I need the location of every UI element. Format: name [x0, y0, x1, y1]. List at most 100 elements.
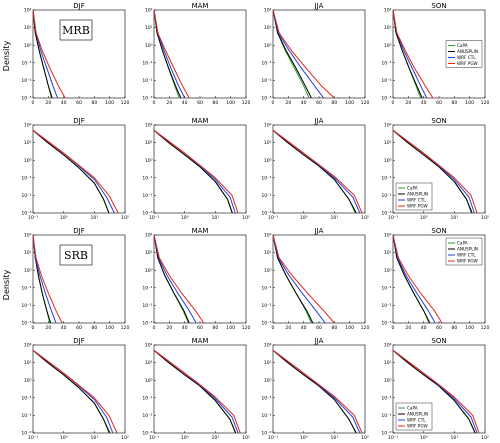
x-tick-label: 40 — [182, 325, 188, 331]
y-tick-label: 10² — [145, 8, 153, 14]
y-tick-label: 10² — [384, 123, 392, 129]
y-tick-label: 10⁻² — [381, 303, 391, 309]
series-line-anusplin — [393, 10, 423, 98]
y-tick-label: 10² — [264, 123, 272, 129]
x-tick-label: 40 — [301, 100, 307, 106]
x-tick-label: 10⁰ — [181, 215, 189, 221]
axes-frame — [272, 344, 366, 434]
y-tick-label: 10¹ — [145, 250, 153, 256]
legend-label: CaPA — [457, 43, 468, 48]
y-tick-label: 10⁰ — [145, 43, 153, 49]
series-line-anusplin — [33, 349, 111, 433]
x-tick-label: 0 — [32, 325, 35, 331]
y-tick-label: 10⁻² — [261, 413, 271, 419]
y-tick-label: 10¹ — [24, 360, 32, 366]
series-line-anusplin — [393, 129, 473, 213]
x-tick-label: 80 — [451, 325, 457, 331]
series-line-wrf-pgw — [273, 10, 335, 98]
y-tick-label: 10¹ — [384, 250, 392, 256]
series-line-wrf-pgw — [273, 349, 363, 433]
y-tick-label: 10² — [24, 123, 32, 129]
panel-mrb-linear-jja: JJA 10² 10¹ 10⁰ 10⁻¹ 10⁻² 10⁻³0 20 40 60 80 100 120 — [261, 2, 369, 106]
legend-label: WRF PGW — [407, 204, 428, 209]
legend-label: CaPA — [457, 241, 468, 246]
y-tick-label: 10⁻² — [142, 413, 152, 419]
x-tick-label: 10² — [361, 435, 369, 441]
x-tick-label: 80 — [212, 325, 218, 331]
panel-title: SON — [431, 337, 446, 345]
x-tick-label: 40 — [421, 325, 427, 331]
x-tick-label: 100 — [105, 100, 114, 106]
legend-label: ANUSPLIN — [407, 412, 428, 417]
series-line-anusplin — [393, 349, 476, 433]
y-tick-label: 10¹ — [264, 360, 272, 366]
y-tick-label: 10² — [145, 123, 153, 129]
y-tick-label: 10⁻³ — [142, 321, 152, 327]
x-tick-label: 100 — [345, 325, 354, 331]
x-tick-label: 40 — [61, 100, 67, 106]
x-tick-label: 20 — [45, 325, 51, 331]
x-tick-label: 40 — [421, 100, 427, 106]
axes-frame — [272, 234, 366, 324]
panel-title: DJF — [73, 117, 84, 125]
x-tick-label: 10⁻¹ — [268, 215, 278, 221]
y-tick-label: 10² — [145, 233, 153, 239]
y-tick-label: 10² — [24, 233, 32, 239]
panel-title: SON — [431, 227, 446, 235]
region-tag: MRB — [62, 24, 90, 37]
y-tick-label: 10⁻¹ — [261, 395, 271, 401]
y-tick-label: 10¹ — [24, 250, 32, 256]
x-tick-label: 60 — [316, 325, 322, 331]
series-line-anusplin — [273, 129, 357, 213]
x-tick-label: 10⁻¹ — [28, 435, 38, 441]
y-tick-label: 10⁻³ — [381, 96, 391, 102]
y-tick-label: 10⁻³ — [261, 96, 271, 102]
x-tick-label: 0 — [153, 100, 156, 106]
y-tick-label: 10⁻¹ — [381, 60, 391, 66]
series-line-wrf-ctl — [273, 235, 326, 323]
y-tick-label: 10⁻² — [261, 303, 271, 309]
series-line-wrf-ctl — [33, 235, 57, 323]
series-line-wrf-ctl — [273, 10, 325, 98]
x-tick-label: 60 — [197, 325, 203, 331]
panel-title: MAM — [192, 337, 209, 345]
y-tick-label: 10⁻² — [261, 193, 271, 199]
x-tick-label: 10⁻¹ — [388, 215, 398, 221]
y-tick-label: 10⁻² — [381, 78, 391, 84]
series-line-anusplin — [273, 10, 312, 98]
y-tick-label: 10⁻¹ — [21, 175, 31, 181]
series-line-anusplin — [154, 129, 233, 213]
y-tick-label: 10¹ — [145, 140, 153, 146]
series-line-anusplin — [393, 235, 431, 323]
x-tick-label: 10⁻¹ — [149, 435, 159, 441]
y-axis-label-mrb: Density — [2, 41, 11, 72]
panel-title: SON — [431, 117, 446, 125]
y-tick-label: 10⁻¹ — [261, 285, 271, 291]
y-tick-label: 10¹ — [384, 140, 392, 146]
x-tick-label: 100 — [105, 325, 114, 331]
series-line-wrf-pgw — [273, 235, 335, 323]
y-tick-label: 10⁻² — [142, 193, 152, 199]
x-tick-label: 80 — [331, 100, 337, 106]
legend-label: WRF CTL — [407, 418, 426, 423]
x-tick-label: 60 — [316, 100, 322, 106]
x-tick-label: 0 — [32, 100, 35, 106]
axes-frame — [153, 9, 247, 99]
x-tick-label: 0 — [272, 100, 275, 106]
y-tick-label: 10⁻³ — [142, 431, 152, 437]
y-tick-label: 10⁻³ — [21, 431, 31, 437]
x-tick-label: 80 — [451, 100, 457, 106]
x-tick-label: 20 — [405, 100, 411, 106]
x-tick-label: 20 — [285, 100, 291, 106]
x-tick-label: 10² — [481, 215, 489, 221]
x-tick-label: 40 — [182, 100, 188, 106]
y-tick-label: 10⁻¹ — [21, 285, 31, 291]
x-tick-label: 10⁰ — [60, 435, 68, 441]
x-tick-label: 10⁻¹ — [388, 435, 398, 441]
